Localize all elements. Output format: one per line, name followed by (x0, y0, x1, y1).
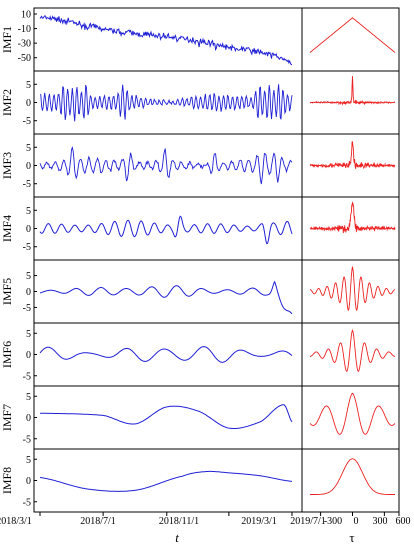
imf-signal-line (39, 215, 293, 245)
y-tick-label: 0 (26, 476, 31, 487)
imf-label: IMF8 (0, 467, 14, 494)
y-tick-label: 5 (26, 206, 31, 217)
panel-imf1: 10 -10 -30 -50 IMF1 (0, 7, 400, 72)
imf-label: IMF1 (0, 26, 14, 53)
imf-signal-line (39, 84, 293, 122)
y-tick-label: 0 (26, 98, 31, 109)
imf-label: IMF5 (0, 278, 14, 305)
y-tick-label: 0 (26, 287, 31, 298)
y-tick-label: -5 (23, 179, 31, 190)
panel-imf6: 5 0 -5 IMF6 (0, 322, 400, 387)
imf-signal-line (39, 280, 293, 315)
imf-signal-line (40, 404, 293, 429)
panel-frame (33, 448, 400, 513)
imf-label: IMF6 (0, 341, 14, 368)
imf-signal-line (39, 470, 293, 492)
imf-signal-line (39, 14, 293, 66)
panel-frame (33, 385, 400, 450)
panel-imf2: 5 0 -5 IMF2 (0, 70, 400, 135)
x-tick-label: 2019/3/1 (241, 516, 277, 527)
y-tick-label: 5 (26, 329, 31, 340)
y-tick-label: 0 (26, 224, 31, 235)
y-tick-label: 0 (26, 350, 31, 361)
tau-tick-label: 600 (396, 516, 411, 527)
y-tick-label: -50 (18, 53, 31, 64)
panel-frame (33, 322, 400, 387)
y-tick-label: -5 (23, 371, 31, 382)
panel-imf7: 5 0 -5 IMF7 (0, 385, 400, 450)
y-tick-label: 5 (26, 271, 31, 282)
panel-imf5: 5 0 -5 IMF5 (0, 259, 400, 324)
imf-signal-line (39, 346, 293, 363)
y-tick-label: -5 (23, 434, 31, 445)
y-tick-label: 0 (26, 413, 31, 424)
tau-tick-label: 300 (373, 516, 388, 527)
y-tick-label: 5 (26, 80, 31, 91)
tau-axis-label: τ (349, 530, 354, 545)
y-tick-label: 5 (26, 392, 31, 403)
panel-frame (33, 259, 400, 324)
y-tick-label: -5 (23, 303, 31, 314)
imf-signal-line (39, 145, 293, 185)
imf-label: IMF3 (0, 152, 14, 179)
imf-autocorrelation-line (310, 76, 396, 106)
imf-autocorrelation-line (309, 141, 396, 170)
x-tick-label: 2019/7/1 (290, 516, 326, 527)
panels-layer: 10-10-30-50IMF150-5IMF250-5IMF350-5IMF45… (0, 7, 400, 516)
y-tick-label: -5 (23, 116, 31, 127)
imf-label: IMF4 (0, 215, 14, 242)
y-tick-label: -5 (23, 497, 31, 508)
panel-frame (33, 7, 400, 72)
y-tick-label: -30 (18, 39, 31, 50)
x-tick-label: 2018/11/1 (159, 516, 199, 527)
panel-imf4: 5 0 -5 IMF4 (0, 196, 400, 261)
y-tick-label: -10 (18, 24, 31, 35)
panel-imf3: 5 0 -5 IMF3 (0, 133, 400, 198)
imf-autocorrelation-line (309, 17, 396, 53)
x-tick-label: 2018/7/1 (80, 516, 116, 527)
imf-autocorrelation-line (310, 265, 395, 312)
x-axis-label: t (175, 530, 179, 545)
imf-autocorrelation-line (310, 458, 395, 495)
panel-imf8: 5 0 -5 IMF8 (0, 448, 400, 513)
bottom-axis: 2018/3/1 2018/7/1 2018/11/1 2019/3/1 201… (0, 516, 411, 545)
y-tick-label: 10 (21, 10, 31, 21)
imf-autocorrelation-line (309, 392, 396, 435)
y-tick-label: 0 (26, 161, 31, 172)
tau-tick-label: -300 (324, 516, 342, 527)
tau-tick-label: 0 (354, 516, 359, 527)
imf-label: IMF7 (0, 404, 14, 431)
imf-label: IMF2 (0, 89, 14, 116)
y-tick-label: 5 (26, 455, 31, 466)
imf-autocorrelation-line (310, 329, 395, 372)
imf-autocorrelation-line (309, 201, 396, 234)
x-tick-label: 2018/3/1 (0, 516, 32, 527)
y-tick-label: 5 (26, 143, 31, 154)
y-tick-label: -5 (23, 242, 31, 253)
